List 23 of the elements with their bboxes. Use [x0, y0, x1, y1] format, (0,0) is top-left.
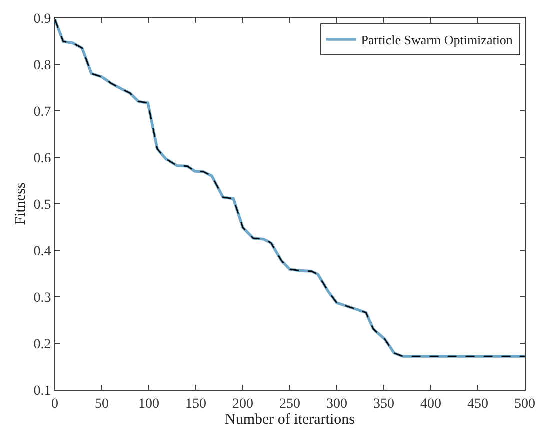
x-tick-label: 450 [468, 396, 488, 412]
x-tick-label: 300 [326, 396, 348, 412]
x-tick-label: 500 [514, 396, 536, 412]
y-tick-label: 0.1 [34, 384, 52, 399]
x-tick-label: 50 [95, 396, 109, 412]
x-tick-label: 0 [52, 396, 58, 412]
y-tick-label: 0.8 [34, 58, 52, 74]
x-tick-label: 100 [138, 396, 160, 412]
y-tick-label: 0.5 [34, 198, 52, 213]
x-tick-label: 250 [280, 396, 300, 412]
y-axis-title: Fitness [12, 182, 29, 226]
y-tick-label: 0.4 [34, 244, 52, 260]
y-tick-label: 0.7 [34, 104, 52, 120]
legend-label: Particle Swarm Optimization [361, 32, 514, 48]
y-tick-label: 0.3 [34, 290, 52, 306]
x-tick-label: 350 [374, 396, 394, 412]
x-tick-label: 150 [186, 396, 206, 412]
y-tick-label: 0.2 [34, 337, 52, 352]
y-tick-label: 0.6 [34, 151, 52, 166]
x-tick-label: 200 [232, 396, 254, 412]
y-tick-label: 0.9 [34, 12, 52, 27]
x-tick-label: 400 [420, 396, 442, 412]
x-axis-title: Number of iterartions [225, 412, 356, 428]
